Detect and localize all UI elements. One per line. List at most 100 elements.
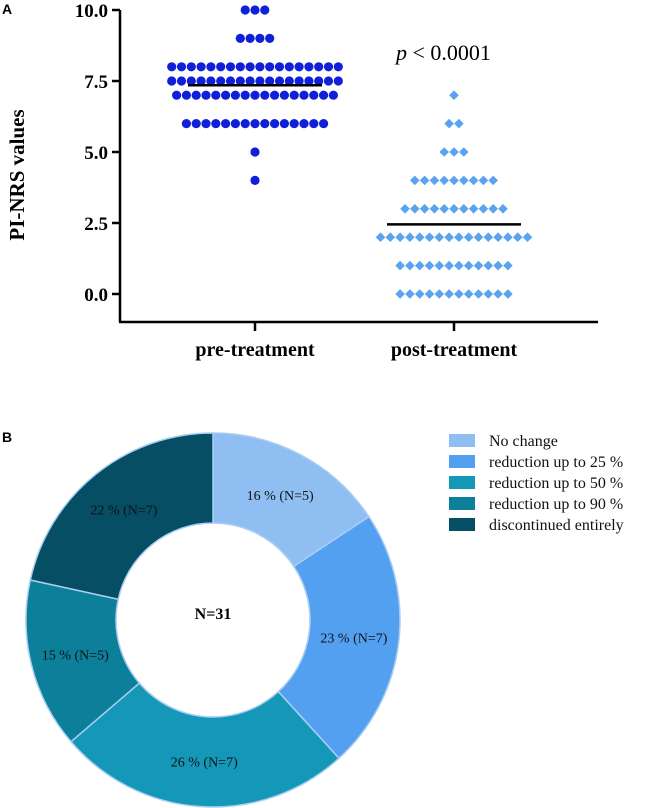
data-point [493,232,503,242]
data-point [434,260,445,271]
data-point [255,76,265,86]
data-point [473,232,484,242]
data-point [405,260,415,271]
data-point [206,62,216,72]
data-point [167,62,177,72]
data-point [240,119,250,129]
data-point [473,289,484,299]
data-point [176,62,187,72]
y-tick-label: 7.5 [84,72,108,93]
data-point [167,76,177,86]
data-point [299,90,309,100]
y-tick-label: 5.0 [84,143,108,164]
mean-lines [188,84,521,226]
data-point [216,62,226,72]
data-point [419,175,430,186]
data-point [191,90,201,100]
data-point [279,90,289,100]
data-point [468,204,479,214]
donut-slice [212,432,370,568]
data-point [375,232,386,242]
data-point [265,62,275,72]
panel-b-donut-chart: B 16 % (N=5) 23 % (N=7) 26 % (N=7) 15 % (N=… [2,429,624,808]
p-value-text: < 0.0001 [407,40,491,65]
data-point [454,260,464,271]
data-point [410,175,420,186]
y-axis-ticks: 0.0 2.5 5.0 7.5 10.0 [75,1,120,306]
data-point [395,289,405,299]
legend-swatch [449,497,475,510]
panel-a-letter: A [2,1,12,17]
data-points [167,5,533,299]
y-tick-label: 0.0 [84,285,108,306]
data-point [284,62,294,72]
data-point [328,90,338,100]
data-point [323,62,334,72]
data-point [454,118,464,129]
donut-slice [29,432,214,601]
legend-label: reduction up to 25 % [489,454,623,471]
data-point [314,76,324,86]
data-point [483,232,494,242]
data-point [221,90,231,100]
legend-swatch [449,476,475,489]
data-point [444,232,454,242]
data-point [309,119,319,129]
data-point [225,76,236,86]
data-point [444,118,454,129]
data-point [225,62,236,72]
data-point [245,76,255,86]
data-point [493,260,503,271]
data-point [274,76,285,86]
data-point [240,5,250,15]
data-point [444,289,454,299]
data-point [414,232,425,242]
data-point [230,119,240,129]
slice-label: 26 % (N=7) [171,756,238,771]
legend: No change reduction up to 25 % reduction u… [449,433,624,534]
data-point [319,119,329,129]
data-point [483,289,494,299]
data-point [176,76,187,86]
data-point [274,62,285,72]
donut-center-label: N=31 [195,606,232,623]
data-point [400,204,410,214]
slice-label: 15 % (N=5) [42,649,109,664]
data-point [419,204,430,214]
data-point [245,33,255,44]
legend-label: discontinued entirely [489,517,624,534]
data-point [395,232,405,242]
data-point [512,232,523,242]
slice-label: 22 % (N=7) [90,503,157,518]
data-point [279,119,289,129]
data-point [250,175,260,185]
data-point [304,76,314,86]
data-point [216,76,226,86]
data-point [206,76,216,86]
data-point [255,33,265,44]
data-point [503,232,513,242]
data-point [522,232,533,242]
data-point [439,175,449,186]
p-value-symbol: p [394,40,407,65]
donut-slice [277,515,401,760]
x-category-label: pre-treatment [195,339,315,361]
data-point [309,90,319,100]
data-point [410,204,420,214]
slice-labels: 16 % (N=5) 23 % (N=7) 26 % (N=7) 15 % (N=5)… [42,489,388,771]
data-point [191,119,201,129]
y-tick-label: 2.5 [84,214,108,235]
data-point [260,119,270,129]
data-point [323,76,334,86]
data-point [201,90,211,100]
data-point [240,90,250,100]
data-point [483,260,494,271]
data-point [196,62,206,72]
data-point [449,147,459,157]
y-axis-title: PI-NRS values [5,109,29,240]
data-point [186,76,196,86]
data-point [319,90,329,100]
panel-b-letter: B [2,429,12,445]
slice-label: 23 % (N=7) [320,631,387,646]
